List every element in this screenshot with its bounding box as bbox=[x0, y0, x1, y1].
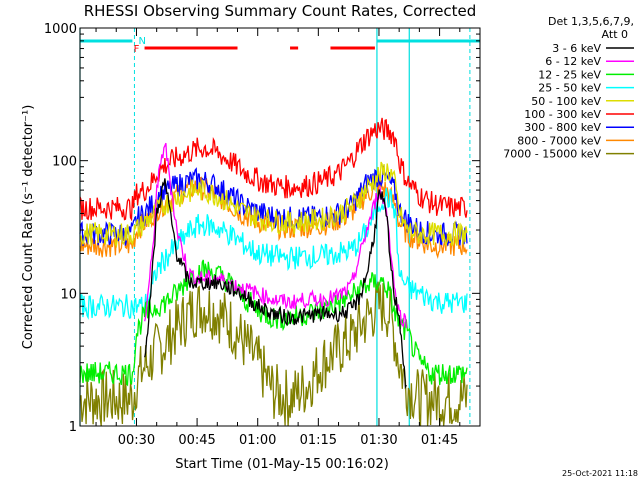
axes bbox=[79, 27, 481, 427]
legend-label-0: 3 - 6 keV bbox=[552, 42, 601, 55]
y-tick-label-1: 10 bbox=[60, 287, 77, 302]
series-line-3-6kev bbox=[144, 178, 407, 390]
x-tick-label-4: 01:30 bbox=[360, 433, 397, 448]
y-axis-ticks: 1 10 100 1000 bbox=[44, 22, 480, 435]
legend-label-6: 300 - 800 keV bbox=[524, 121, 601, 134]
footer-timestamp: 25-Oct-2021 11:18 bbox=[562, 469, 638, 478]
plot-area: NF bbox=[79, 28, 480, 427]
x-axis-label: Start Time (01-May-15 00:16:02) bbox=[175, 457, 389, 472]
y-tick-label-0: 1 bbox=[69, 420, 77, 435]
legend-header-line-1: Det 1,3,5,6,7,9, bbox=[548, 15, 634, 28]
chart-title: RHESSI Observing Summary Count Rates, Co… bbox=[84, 2, 477, 20]
x-axis-ticks: 00:30 00:45 01:00 01:15 01:30 01:45 bbox=[95, 28, 461, 448]
x-tick-label-2: 01:00 bbox=[239, 433, 276, 448]
plot-frame bbox=[79, 27, 481, 427]
x-tick-label-1: 00:45 bbox=[178, 433, 215, 448]
legend-header-line-2: Att 0 bbox=[602, 28, 628, 41]
legend-label-3: 25 - 50 keV bbox=[538, 82, 601, 95]
flare-flag-label: F bbox=[134, 44, 140, 55]
x-tick-label-5: 01:45 bbox=[421, 433, 458, 448]
series-line-50-100kev bbox=[79, 161, 468, 249]
series-line-100-300kev bbox=[79, 117, 468, 222]
y-tick-label-3: 1000 bbox=[44, 22, 77, 37]
legend-label-5: 100 - 300 keV bbox=[524, 108, 601, 121]
legend-label-4: 50 - 100 keV bbox=[531, 95, 601, 108]
series-line-25-50kev bbox=[79, 188, 468, 320]
night-flag-label: N bbox=[138, 36, 145, 47]
legend-label-7: 800 - 7000 keV bbox=[517, 134, 601, 147]
legend-label-8: 7000 - 15000 keV bbox=[503, 148, 601, 161]
y-axis-label: Corrected Count Rate (s⁻¹ detector⁻¹) bbox=[21, 105, 36, 350]
x-tick-label-3: 01:15 bbox=[300, 433, 337, 448]
legend-label-2: 12 - 25 keV bbox=[538, 68, 601, 81]
legend-label-1: 6 - 12 keV bbox=[545, 55, 601, 68]
series-line-7000-15000kev bbox=[79, 281, 468, 427]
x-tick-label-0: 00:30 bbox=[118, 433, 155, 448]
y-tick-label-2: 100 bbox=[52, 155, 77, 170]
